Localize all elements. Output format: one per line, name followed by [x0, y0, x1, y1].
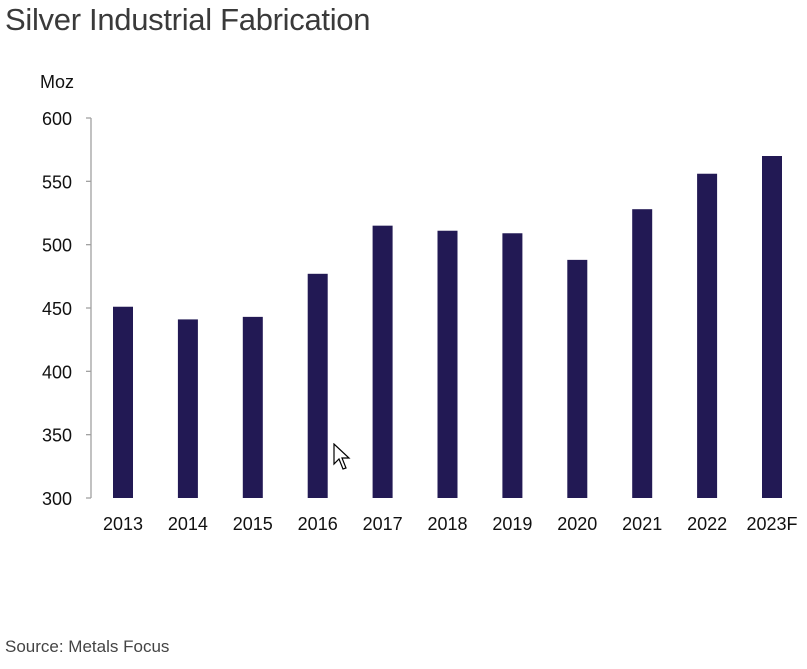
y-axis: 300 350 400 450 500 550 600	[42, 109, 92, 509]
bar-2013	[113, 306, 133, 498]
y-axis-unit-label: Moz	[40, 72, 75, 92]
chart-title: Silver Industrial Fabrication	[5, 2, 371, 37]
bar-2014	[177, 319, 198, 498]
source-note: Source: Metals Focus	[5, 637, 170, 656]
bar-2020	[567, 259, 588, 498]
bar-2022	[697, 173, 718, 498]
x-tick-label: 2020	[557, 514, 597, 534]
bar-2016	[307, 273, 328, 498]
x-tick-label: 2019	[492, 514, 532, 534]
x-tick-label: 2015	[233, 514, 273, 534]
bar-2015	[242, 316, 263, 498]
x-axis-labels: 2013 2014 2015 2016 2017 2018 2019 2020 2021 2022…	[103, 514, 798, 534]
x-tick-label: 2016	[298, 514, 338, 534]
bar-2019	[502, 233, 523, 498]
y-tick-label: 600	[42, 109, 72, 129]
y-tick-label: 450	[42, 299, 72, 319]
x-tick-label: 2017	[363, 514, 403, 534]
bar-2023F	[762, 156, 782, 498]
bar-2021	[632, 209, 653, 498]
y-tick-label: 550	[42, 172, 72, 192]
y-tick-label: 500	[42, 236, 72, 256]
y-tick-label: 300	[42, 489, 72, 509]
y-tick-label: 400	[42, 362, 72, 382]
bar-2018	[437, 230, 458, 498]
x-tick-label: 2014	[168, 514, 208, 534]
mouse-pointer-icon	[333, 443, 351, 470]
x-tick-label: 2021	[622, 514, 662, 534]
y-tick-label: 350	[42, 426, 72, 446]
x-tick-label: 2023F	[746, 514, 797, 534]
x-tick-label: 2022	[687, 514, 727, 534]
bars	[113, 156, 782, 498]
x-tick-label: 2018	[427, 514, 467, 534]
x-tick-label: 2013	[103, 514, 143, 534]
bar-2017	[372, 225, 393, 498]
